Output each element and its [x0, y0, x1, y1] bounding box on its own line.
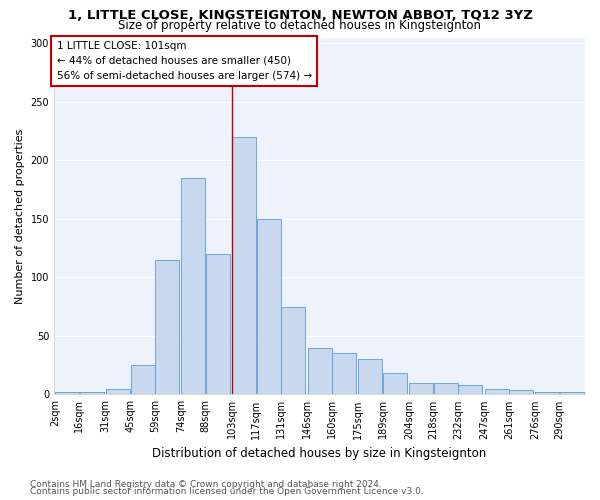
Bar — [281, 306, 305, 394]
Bar — [80, 392, 104, 394]
Bar — [155, 260, 179, 394]
Bar — [458, 385, 482, 394]
Bar — [55, 392, 79, 394]
Bar — [358, 360, 382, 394]
Bar — [409, 382, 433, 394]
X-axis label: Distribution of detached houses by size in Kingsteignton: Distribution of detached houses by size … — [152, 447, 487, 460]
Bar — [485, 388, 509, 394]
Bar — [383, 374, 407, 394]
Bar — [509, 390, 533, 394]
Bar — [434, 382, 458, 394]
Text: 1 LITTLE CLOSE: 101sqm
← 44% of detached houses are smaller (450)
56% of semi-de: 1 LITTLE CLOSE: 101sqm ← 44% of detached… — [56, 41, 312, 80]
Bar — [332, 354, 356, 395]
Bar — [560, 392, 584, 394]
Bar — [106, 388, 130, 394]
Bar — [232, 137, 256, 394]
Text: Contains public sector information licensed under the Open Government Licence v3: Contains public sector information licen… — [30, 487, 424, 496]
Bar — [308, 348, 332, 395]
Bar — [535, 392, 559, 394]
Bar — [131, 365, 155, 394]
Text: 1, LITTLE CLOSE, KINGSTEIGNTON, NEWTON ABBOT, TQ12 3YZ: 1, LITTLE CLOSE, KINGSTEIGNTON, NEWTON A… — [68, 9, 532, 22]
Text: Size of property relative to detached houses in Kingsteignton: Size of property relative to detached ho… — [119, 19, 482, 32]
Bar — [181, 178, 205, 394]
Bar — [257, 219, 281, 394]
Bar — [206, 254, 230, 394]
Text: Contains HM Land Registry data © Crown copyright and database right 2024.: Contains HM Land Registry data © Crown c… — [30, 480, 382, 489]
Y-axis label: Number of detached properties: Number of detached properties — [15, 128, 25, 304]
